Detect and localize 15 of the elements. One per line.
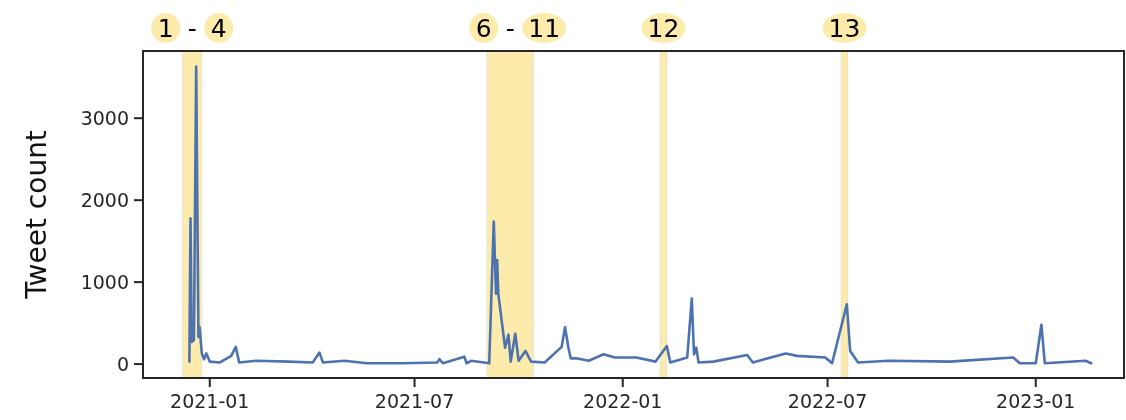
y-axis-title: Tweet count	[19, 130, 53, 300]
line-series	[188, 65, 1093, 365]
x-tick-label: 2021-01	[170, 390, 250, 412]
x-tick-label: 2022-01	[583, 390, 663, 412]
x-tick-label: 2022-07	[787, 390, 868, 412]
x-tick-label: 2023-01	[996, 390, 1076, 412]
band-label: 1 - 4	[157, 13, 227, 43]
y-tick-label: 0	[116, 353, 129, 376]
y-tick-label: 1000	[80, 271, 129, 294]
y-tick-label: 2000	[80, 189, 129, 212]
band-label: 12	[647, 13, 680, 43]
band-label: 6 - 11	[475, 13, 561, 43]
band-label: 13	[828, 13, 861, 43]
y-tick-label: 3000	[80, 107, 129, 130]
x-tick-label: 2021-07	[374, 390, 455, 412]
